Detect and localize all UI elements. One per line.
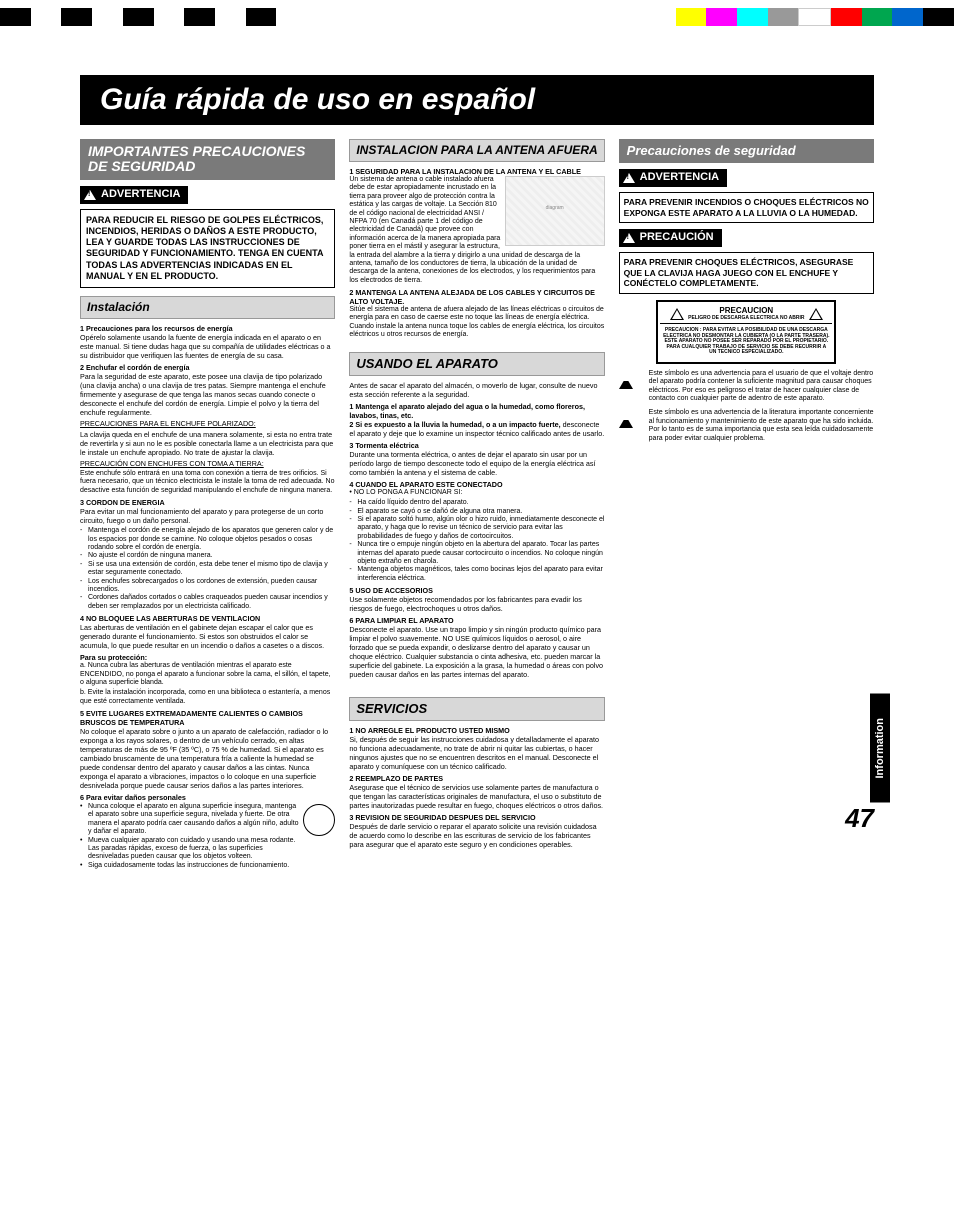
col3-header: Precauciones de seguridad: [619, 139, 874, 163]
caution-fine: PRECAUCION : PARA EVITAR LA POSIBILIDAD …: [660, 326, 832, 358]
list-item: -Ha caído líquido dentro del aparato.: [349, 499, 604, 507]
s4-text: Las aberturas de ventilación en el gabin…: [80, 623, 335, 650]
warning-icon: [623, 233, 635, 243]
s2-text: Para la seguridad de este aparato, este …: [80, 372, 335, 417]
list-item: -Mantenga el cordón de energía alejado d…: [80, 527, 335, 552]
sv2-text: Asegurase que el técnico de servicios us…: [349, 783, 604, 810]
sv3-head: 3 REVISION DE SEGURIDAD DESPUES DEL SERV…: [349, 813, 604, 822]
s3-text: Para evitar un mal funcionamiento del ap…: [80, 507, 335, 525]
instalacion-header: Instalación: [80, 296, 335, 319]
s4-sub: Para su protección:: [80, 653, 335, 662]
u4-bullets: -Ha caído líquido dentro del aparato.-El…: [349, 499, 604, 583]
s4-b: b. Evite la instalación incorporada, com…: [80, 689, 335, 706]
content-columns: IMPORTANTES PRECAUCIONES DE SEGURIDAD AD…: [80, 139, 874, 872]
usando-header: USANDO EL APARATO: [349, 352, 604, 376]
s1-head: 1 Precauciones para los recursos de ener…: [80, 324, 335, 333]
a2-head: 2 MANTENGA LA ANTENA ALEJADA DE LOS CABL…: [349, 288, 604, 306]
sv3-text: Después de darle servicio o reparar el a…: [349, 822, 604, 849]
s5-head: 5 EVITE LUGARES EXTREMADAMENTE CALIENTES…: [80, 709, 335, 727]
bolt-triangle-icon: [670, 308, 684, 320]
list-item: -Si el aparato soltó humo, algún olor o …: [349, 516, 604, 541]
s2-t2: La clavija queda en el enchufe de una ma…: [80, 430, 335, 457]
servicios-header: SERVICIOS: [349, 697, 604, 721]
list-item: •Siga cuidadosamente todas las instrucci…: [80, 862, 335, 870]
u5-text: Use solamente objetos recomendados por l…: [349, 595, 604, 613]
list-item: -Nunca tire o empuje ningún objeto en la…: [349, 541, 604, 566]
sv2-head: 2 REEMPLAZO DE PARTES: [349, 774, 604, 783]
s4-head: 4 NO BLOQUEE LAS ABERTURAS DE VENTILACIO…: [80, 614, 335, 623]
warning-icon: [623, 173, 635, 183]
s4-a: a. Nunca cubra las aberturas de ventilac…: [80, 662, 335, 687]
page-number: 47: [845, 803, 874, 834]
s2-t3: Este enchufe sólo entrará en una toma co…: [80, 470, 335, 495]
antenna-diagram: diagram: [505, 176, 605, 246]
sv1-head: 1 NO ARREGLE EL PRODUCTO USTED MISMO: [349, 726, 604, 735]
list-item: -Cordones dañados cortados o cables craq…: [80, 594, 335, 611]
column-3: Precauciones de seguridad ADVERTENCIA PA…: [619, 139, 874, 872]
exclaim-triangle-icon: [809, 308, 823, 320]
u4-sub: • NO LO PONGA A FUNCIONAR SI:: [349, 489, 604, 497]
caution-plate: PRECAUCIONPELIGRO DE DESCARGA ELECTRICA …: [656, 300, 836, 364]
u-intro: Antes de sacar el aparato del almacén, o…: [349, 381, 604, 399]
list-item: -No ajuste el cordón de ninguna manera.: [80, 552, 335, 560]
list-item: -El aparato se cayó o se dañó de alguna …: [349, 508, 604, 516]
page: Guía rápida de uso en español IMPORTANTE…: [0, 0, 954, 912]
s2-head: 2 Enchufar el cordón de energía: [80, 363, 335, 372]
list-item: -Los enchufes sobrecargados o los cordon…: [80, 578, 335, 595]
s6-bullets: •Nunca coloque el aparato en alguna supe…: [80, 803, 335, 870]
page-title: Guía rápida de uso en español: [80, 75, 874, 125]
exclaim-icon: [619, 409, 641, 443]
u6-head: 6 PARA LIMPIAR EL APARATO: [349, 616, 604, 625]
list-item: •Nunca coloque el aparato en alguna supe…: [80, 803, 299, 837]
column-1: IMPORTANTES PRECAUCIONES DE SEGURIDAD AD…: [80, 139, 335, 872]
a2-text: Sitúe el sistema de antena de afuera ale…: [349, 306, 604, 340]
s3-head: 3 CORDON DE ENERGIA: [80, 498, 335, 507]
list-item: -Si se usa una extensión de cordón, esta…: [80, 561, 335, 578]
side-tab: Information: [870, 694, 890, 803]
u5-head: 5 USO DE ACCESORIOS: [349, 586, 604, 595]
advertencia-label: ADVERTENCIA: [80, 186, 188, 204]
u4-head: 4 CUANDO EL APARATO ESTE CONECTADO: [349, 480, 604, 489]
sym2-text: Este símbolo es una advertencia de la li…: [649, 409, 874, 443]
u3-head: 3 Tormenta eléctrica: [349, 441, 604, 450]
s6-head: 6 Para evitar daños personales: [80, 793, 335, 802]
s5-text: No coloque el aparato sobre o junto a un…: [80, 727, 335, 790]
u3-text: Durante una tormenta eléctrica, o antes …: [349, 450, 604, 477]
a1-head: 1 SEGURIDAD PARA LA INSTALACION DE LA AN…: [349, 167, 604, 176]
advertencia-label-2: ADVERTENCIA: [619, 169, 727, 187]
col3-box2: PARA PREVENIR CHOQUES ELÉCTRICOS, ASEGUR…: [619, 252, 874, 294]
s1-text: Opérelo solamente usando la fuente de en…: [80, 333, 335, 360]
column-2: INSTALACION PARA LA ANTENA AFUERA 1 SEGU…: [349, 139, 604, 872]
symbol-row-2: Este símbolo es una advertencia de la li…: [619, 409, 874, 443]
col1-header: IMPORTANTES PRECAUCIONES DE SEGURIDAD: [80, 139, 335, 180]
s3-bullets: -Mantenga el cordón de energía alejado d…: [80, 527, 335, 611]
precaucion-label: PRECAUCIÓN: [619, 229, 722, 247]
symbol-row-1: Este símbolo es una advertencia para el …: [619, 370, 874, 404]
s2-u1: PRECAUCIONES PARA EL ENCHUFE POLARIZADO:: [80, 419, 335, 428]
u1-head: 1 Mantenga el aparato alejado del agua o…: [349, 402, 604, 420]
list-item: •Mueva cualquier aparato con cuidado y u…: [80, 837, 299, 862]
list-item: -Mantenga objetos magnéticos, tales como…: [349, 566, 604, 583]
sym1-text: Este símbolo es una advertencia para el …: [649, 370, 874, 404]
color-registration-bar: [0, 8, 954, 26]
caution-top: PRECAUCIONPELIGRO DE DESCARGA ELECTRICA …: [660, 306, 832, 325]
sv1-text: Si, después de seguir las instrucciones …: [349, 735, 604, 771]
antenna-header: INSTALACION PARA LA ANTENA AFUERA: [349, 139, 604, 162]
warning-icon: [84, 190, 96, 200]
col1-warning-box: PARA REDUCIR EL RIESGO DE GOLPES ELÉCTRI…: [80, 209, 335, 289]
col3-box1: PARA PREVENIR INCENDIOS O CHOQUES ELÉCTR…: [619, 192, 874, 223]
u2: 2 Si es expuesto a la lluvia la humedad,…: [349, 420, 604, 438]
bolt-icon: [619, 370, 641, 404]
u6-text: Desconecte el aparato. Use un trapo limp…: [349, 625, 604, 679]
s2-u2: PRECAUCIÓN CON ENCHUFES CON TOMA A TIERR…: [80, 459, 335, 468]
